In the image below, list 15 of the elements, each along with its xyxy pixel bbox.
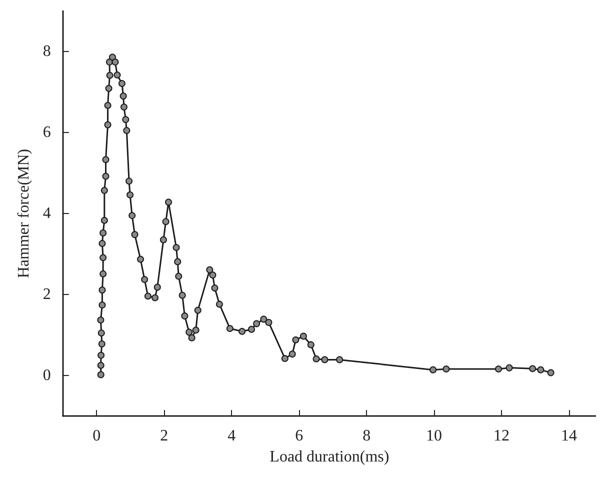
y-tick-label: 0 xyxy=(42,367,51,384)
y-tick-label: 6 xyxy=(42,124,51,141)
x-tick-label: 2 xyxy=(160,428,168,444)
x-tick-label: 6 xyxy=(295,428,304,444)
y-tick-label: 8 xyxy=(42,43,51,60)
x-tick-label: 4 xyxy=(228,428,236,444)
x-tick-label: 12 xyxy=(494,428,510,444)
y-tick-label: 4 xyxy=(42,205,51,222)
x-tick-label: 8 xyxy=(362,428,371,444)
x-tick-label: 10 xyxy=(426,428,442,444)
x-tick-label: 0 xyxy=(92,428,101,444)
x-tick-label: 14 xyxy=(561,428,578,444)
y-tick-label: 2 xyxy=(42,286,51,303)
y-axis-title: Hammer force(MN) xyxy=(16,148,32,278)
x-axis-title: Load duration(ms) xyxy=(270,448,390,466)
